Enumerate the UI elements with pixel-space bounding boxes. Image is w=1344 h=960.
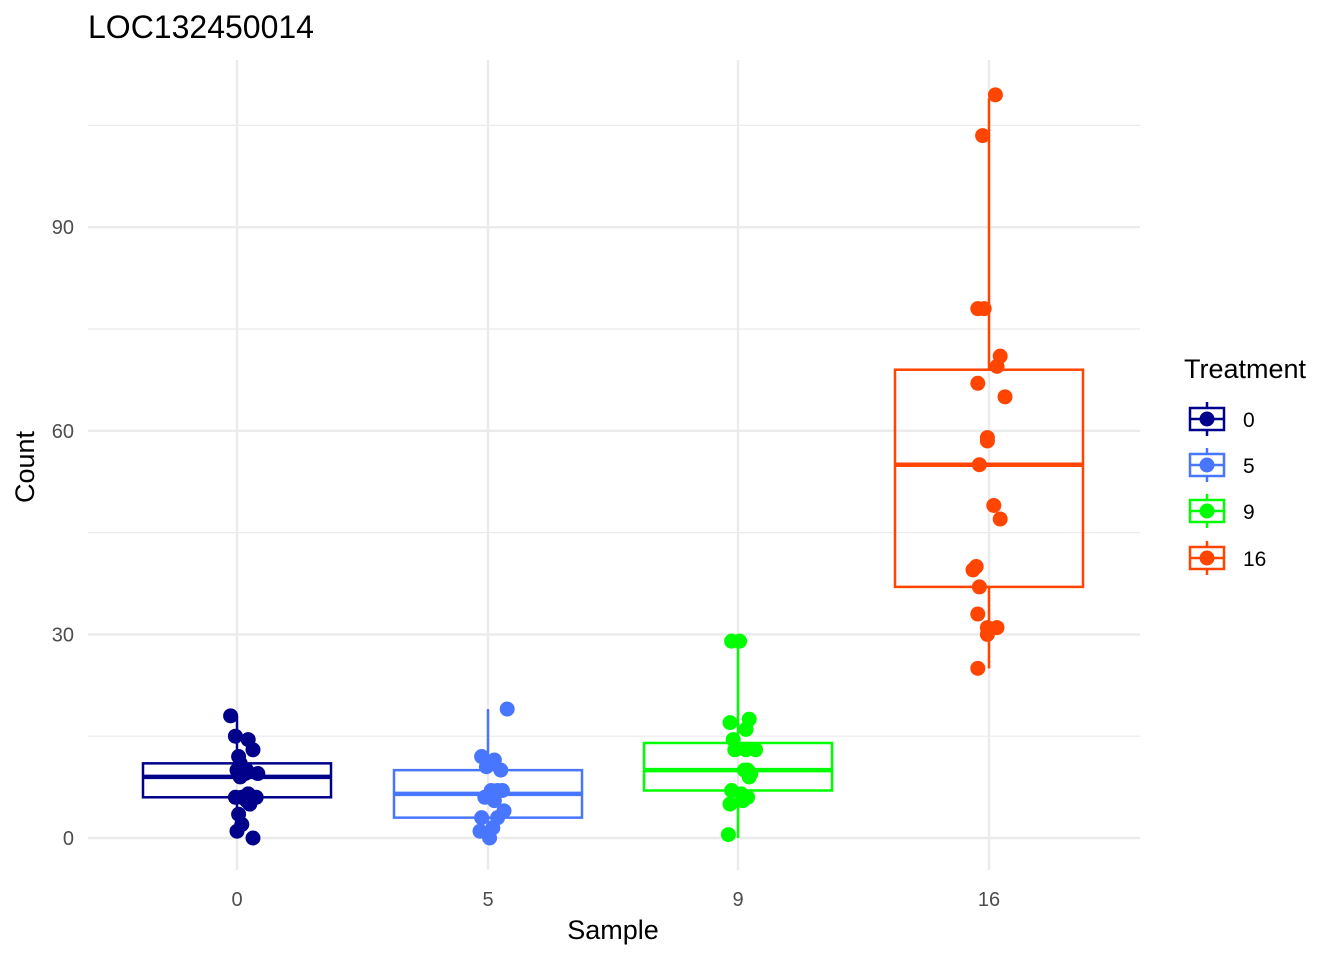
point-9: [732, 633, 748, 649]
point-16: [986, 497, 1002, 513]
point-5: [493, 762, 509, 778]
point-0: [223, 708, 239, 724]
x-axis-title: Sample: [567, 915, 659, 945]
boxplot-16: [893, 98, 1085, 669]
point-9: [722, 796, 738, 812]
point-16: [970, 660, 986, 676]
point-16: [979, 433, 995, 449]
y-axis-ticks: 0 30 60 90: [52, 217, 74, 850]
point-9: [720, 827, 736, 843]
point-16: [976, 301, 992, 317]
point-16: [971, 457, 987, 473]
point-16: [970, 606, 986, 622]
x-tick-label: 0: [231, 889, 242, 911]
y-tick-label: 90: [52, 217, 74, 239]
point-16: [989, 358, 1005, 374]
legend-dot: [1199, 457, 1215, 473]
point-16: [971, 579, 987, 595]
point-16: [989, 620, 1005, 636]
point-9: [741, 769, 757, 785]
point-5: [474, 810, 490, 826]
x-axis-ticks: 0 5 9 16: [231, 889, 1000, 911]
point-9: [727, 742, 743, 758]
legend-key-16: 16: [1188, 541, 1266, 575]
point-0: [227, 728, 243, 744]
point-0: [245, 742, 261, 758]
point-9: [748, 742, 764, 758]
y-axis-title: Count: [10, 430, 40, 503]
y-tick-label: 30: [52, 624, 74, 646]
point-16: [970, 375, 986, 391]
point-16: [997, 389, 1013, 405]
legend-key-0: 0: [1188, 402, 1255, 436]
legend: Treatment 0 5 9 16: [1184, 354, 1307, 575]
boxplots: [141, 98, 1085, 838]
point-5: [496, 803, 512, 819]
x-tick-label: 5: [482, 889, 493, 911]
point-9: [735, 793, 751, 809]
x-tick-label: 16: [978, 889, 1000, 911]
y-tick-label: 60: [52, 421, 74, 443]
y-tick-label: 0: [63, 828, 74, 850]
legend-label: 0: [1243, 409, 1255, 432]
point-5: [478, 759, 494, 775]
point-0: [239, 762, 255, 778]
point-16: [992, 511, 1008, 527]
legend-dot: [1199, 550, 1215, 566]
point-5: [486, 793, 502, 809]
point-0: [245, 830, 261, 846]
point-5: [482, 830, 498, 846]
point-0: [229, 823, 245, 839]
point-0: [239, 793, 255, 809]
chart-title: LOC132450014: [88, 9, 314, 45]
legend-dot: [1199, 503, 1215, 519]
box: [893, 368, 1085, 589]
legend-label: 16: [1243, 548, 1266, 571]
legend-title: Treatment: [1184, 354, 1307, 384]
legend-dot: [1199, 411, 1215, 427]
point-9: [738, 721, 754, 737]
point-5: [494, 782, 510, 798]
legend-label: 5: [1243, 455, 1255, 478]
legend-key-5: 5: [1188, 448, 1255, 482]
point-9: [722, 715, 738, 731]
point-16: [987, 87, 1003, 103]
data-points: [223, 87, 1013, 846]
legend-label: 9: [1243, 501, 1255, 524]
minor-gridlines: [88, 124, 1140, 737]
x-tick-label: 9: [732, 889, 743, 911]
legend-key-9: 9: [1188, 494, 1255, 528]
point-16: [968, 559, 984, 575]
point-16: [975, 128, 991, 144]
point-5: [499, 701, 515, 717]
